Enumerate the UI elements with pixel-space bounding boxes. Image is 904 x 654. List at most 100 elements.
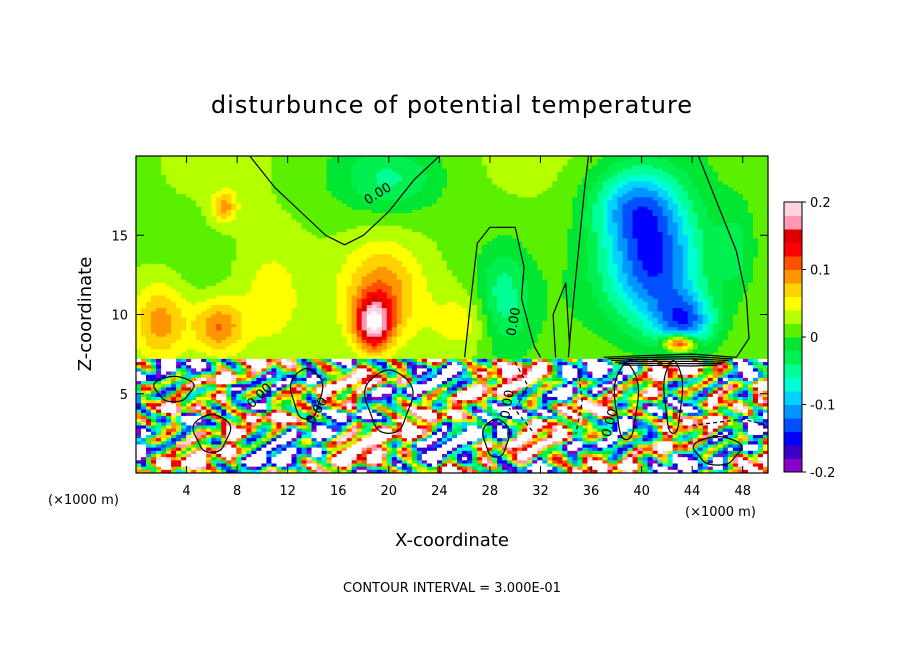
field-cell: [166, 266, 172, 271]
field-cell: [311, 415, 318, 420]
field-cell: [381, 346, 388, 350]
field-cell: [201, 390, 207, 395]
field-cell: [141, 209, 147, 214]
field-cell: [226, 346, 232, 350]
field-cell: [256, 244, 262, 249]
field-cell: [246, 206, 252, 211]
field-cell: [286, 244, 293, 249]
field-cell: [311, 343, 318, 347]
field-cell: [341, 311, 348, 316]
field-cell: [146, 428, 152, 433]
field-cell: [176, 324, 182, 328]
field-cell: [321, 285, 328, 290]
field-cell: [231, 460, 237, 465]
field-cell: [326, 438, 333, 442]
field-cell: [216, 232, 222, 236]
field-cell: [266, 377, 273, 382]
field-cell: [281, 159, 288, 163]
field-cell: [296, 327, 303, 331]
field-cell: [241, 447, 247, 452]
field-cell: [151, 412, 157, 417]
field-cell: [306, 415, 313, 420]
field-cell: [236, 355, 242, 360]
field-cell: [276, 206, 283, 211]
field-cell: [316, 279, 323, 284]
field-cell: [231, 235, 237, 240]
field-cell: [251, 425, 257, 430]
field-cell: [376, 159, 383, 163]
field-cell: [141, 260, 147, 265]
field-cell: [256, 216, 262, 220]
field-cell: [261, 358, 268, 363]
field-cell: [176, 209, 182, 214]
field-cell: [201, 244, 207, 249]
field-cell: [311, 317, 318, 322]
field-cell: [291, 159, 298, 163]
field-cell: [161, 362, 167, 366]
field-cell: [221, 282, 227, 287]
field-cell: [171, 403, 177, 408]
field-cell: [136, 260, 142, 265]
field-cell: [201, 346, 207, 350]
field-cell: [361, 301, 368, 306]
field-cell: [196, 225, 202, 230]
field-cell: [226, 194, 232, 198]
field-cell: [276, 346, 283, 350]
field-cell: [331, 311, 338, 316]
field-cell: [331, 222, 338, 227]
field-cell: [346, 156, 353, 160]
field-cell: [341, 463, 348, 468]
field-cell: [246, 200, 252, 205]
field-cell: [286, 457, 293, 461]
field-cell: [201, 444, 207, 449]
field-cell: [301, 336, 308, 341]
field-cell: [236, 352, 242, 357]
field-cell: [221, 216, 227, 220]
field-cell: [221, 276, 227, 281]
field-cell: [351, 381, 358, 385]
field-cell: [151, 260, 157, 265]
field-cell: [271, 469, 278, 473]
field-cell: [301, 254, 308, 259]
field-cell: [331, 409, 338, 414]
field-cell: [136, 311, 142, 316]
field-cell: [226, 295, 232, 300]
field-cell: [171, 438, 177, 442]
field-cell: [251, 241, 257, 246]
field-cell: [336, 171, 343, 176]
field-cell: [176, 219, 182, 224]
field-cell: [321, 457, 328, 461]
field-cell: [326, 409, 333, 414]
field-cell: [196, 438, 202, 442]
field-cell: [351, 352, 358, 357]
field-cell: [246, 425, 252, 430]
field-cell: [266, 396, 273, 401]
field-cell: [331, 365, 338, 369]
field-cell: [206, 156, 212, 160]
field-cell: [306, 251, 313, 255]
field-cell: [151, 457, 157, 461]
field-cell: [221, 441, 227, 446]
field-cell: [186, 466, 192, 471]
field-cell: [361, 377, 368, 382]
field-cell: [146, 251, 152, 255]
field-cell: [271, 419, 278, 423]
field-cell: [326, 349, 333, 354]
field-cell: [271, 457, 278, 461]
field-cell: [136, 438, 142, 442]
field-cell: [186, 311, 192, 316]
field-cell: [291, 346, 298, 350]
field-cell: [291, 469, 298, 473]
field-cell: [196, 377, 202, 382]
field-cell: [371, 346, 378, 350]
field-cell: [186, 453, 192, 458]
field-cell: [261, 381, 268, 385]
field-cell: [141, 415, 147, 420]
field-cell: [191, 273, 197, 278]
field-cell: [331, 257, 338, 262]
field-cell: [241, 327, 247, 331]
field-cell: [136, 194, 142, 198]
field-cell: [326, 444, 333, 449]
field-cell: [371, 216, 378, 220]
field-cell: [236, 317, 242, 322]
